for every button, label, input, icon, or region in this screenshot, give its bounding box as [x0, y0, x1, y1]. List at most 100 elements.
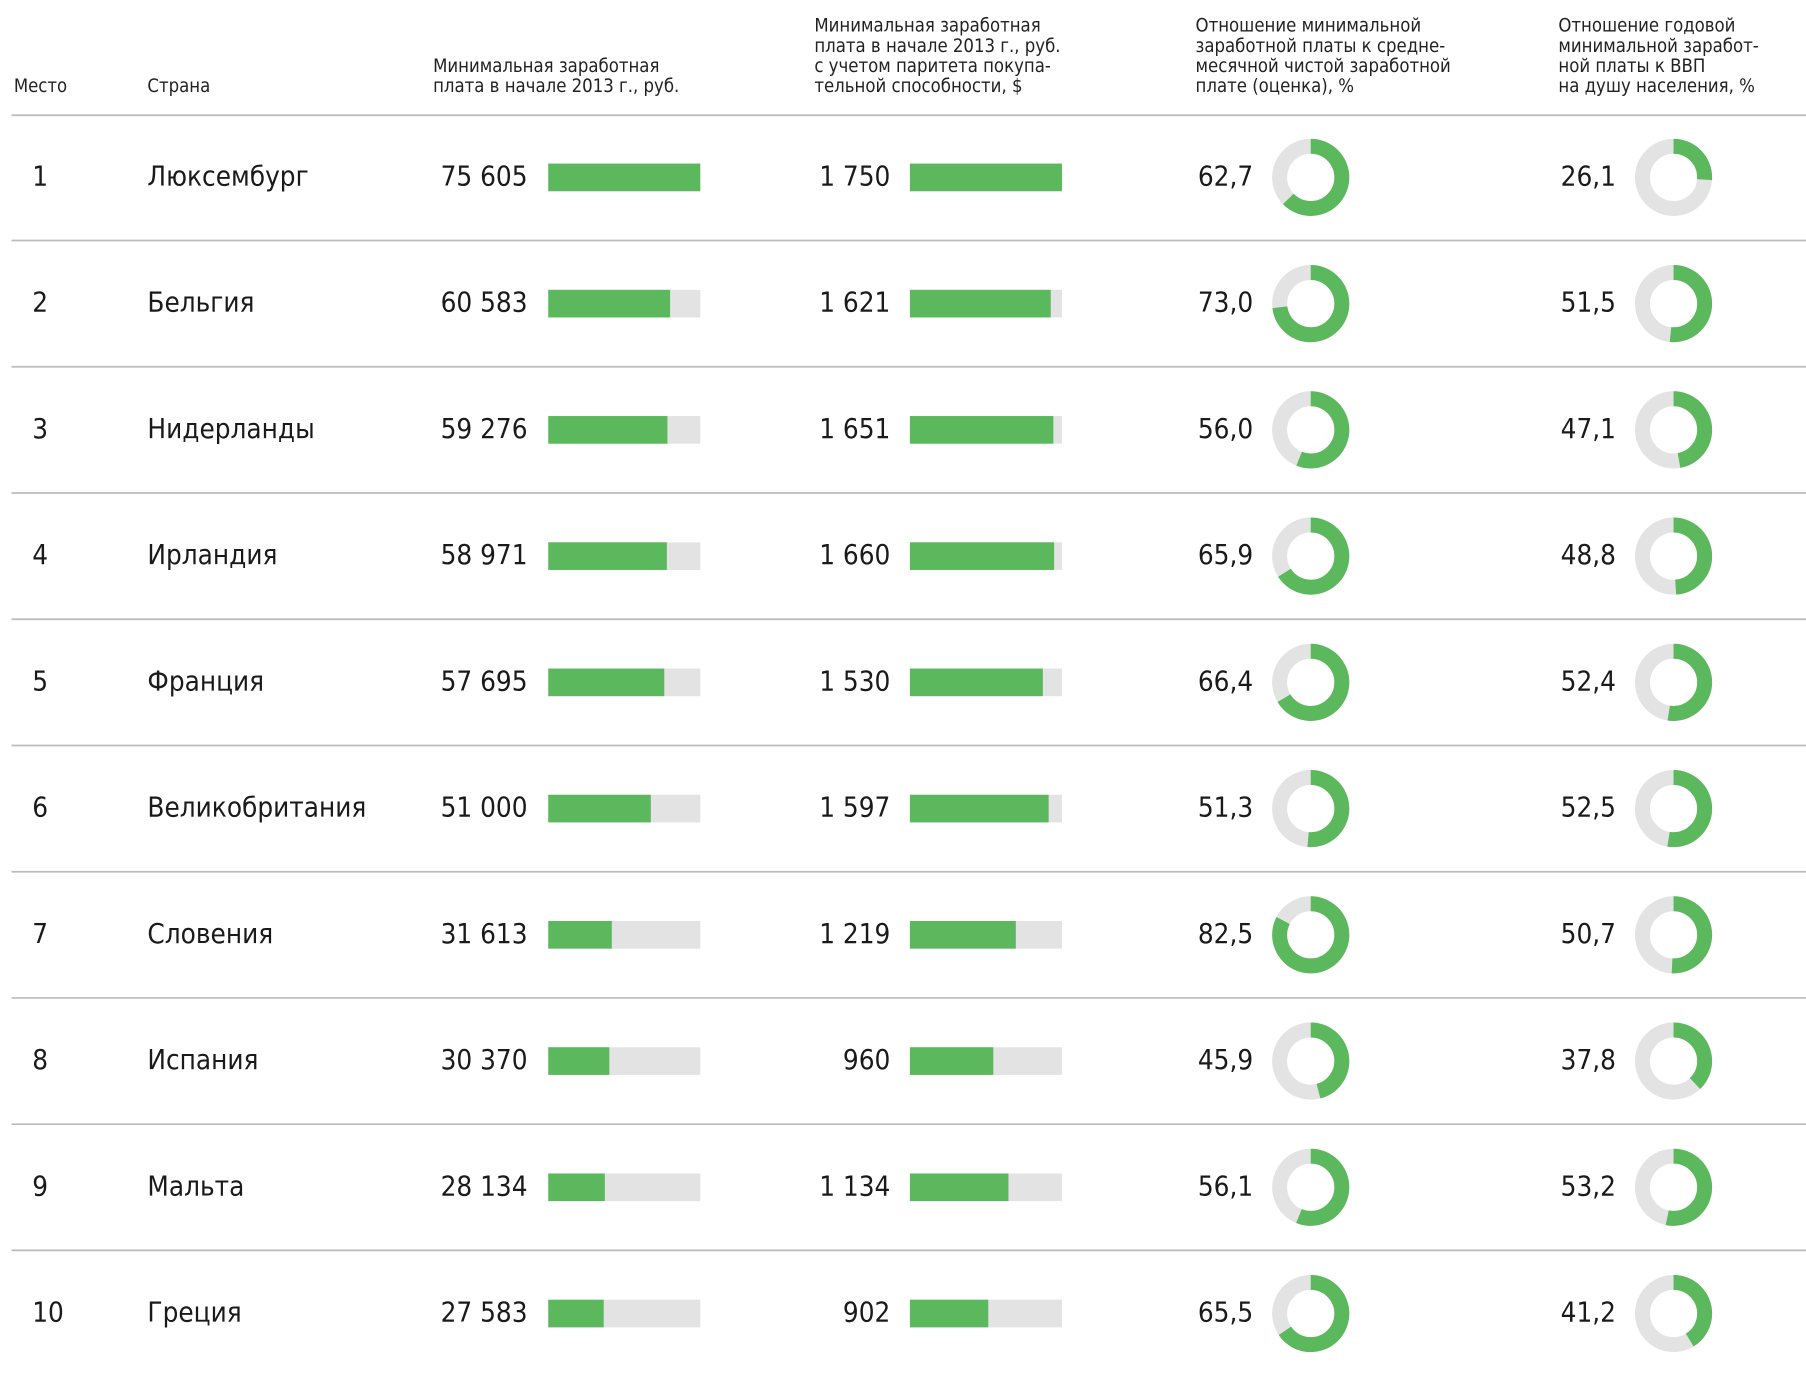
header-text: минимальной заработ- [1558, 36, 1758, 57]
value: 75 605 [441, 159, 528, 192]
header-text: Минимальная заработная [433, 56, 659, 77]
header-text: тельной способности, $ [814, 76, 1022, 97]
value: 66,4 [1198, 664, 1253, 697]
donut [1272, 1148, 1350, 1226]
donut [1634, 1274, 1713, 1353]
country: Франция [147, 664, 264, 697]
value: 30 370 [441, 1043, 528, 1076]
value: 56,0 [1198, 412, 1253, 445]
value: 1 219 [819, 917, 890, 950]
bar [548, 794, 651, 823]
bar [909, 289, 1051, 318]
value: 53,2 [1561, 1169, 1616, 1202]
donut [1272, 517, 1350, 595]
bar [548, 1299, 604, 1328]
value: 902 [843, 1296, 890, 1329]
donut [1272, 1274, 1350, 1353]
country: Нидерланды [147, 412, 314, 445]
value: 27 583 [441, 1296, 528, 1329]
bar [909, 542, 1055, 570]
value: 65,5 [1198, 1296, 1253, 1329]
value: 960 [843, 1043, 890, 1076]
donut [1634, 770, 1713, 848]
country: Великобритания [147, 791, 366, 824]
value: 50,7 [1561, 917, 1616, 950]
value: 73,0 [1198, 286, 1253, 319]
donut [1634, 517, 1713, 595]
bar [909, 416, 1054, 444]
header-text: с учетом паритета покупа- [814, 56, 1051, 77]
rank: 10 [32, 1296, 64, 1329]
value: 41,2 [1561, 1296, 1616, 1329]
value: 1 134 [819, 1169, 890, 1202]
value: 58 971 [441, 538, 528, 571]
rank: 5 [32, 664, 48, 697]
donut [1634, 1148, 1713, 1226]
donut [1272, 391, 1350, 469]
value: 51 000 [441, 791, 528, 824]
donut [1634, 643, 1713, 721]
bar [548, 1173, 605, 1202]
country: Люксембург [147, 159, 308, 192]
rank: 9 [32, 1169, 48, 1202]
country: Испания [147, 1043, 258, 1076]
bar [909, 921, 1016, 949]
bar [548, 668, 665, 697]
country: Словения [147, 917, 273, 950]
value: 37,8 [1561, 1043, 1616, 1076]
rank: 8 [32, 1043, 48, 1076]
country: Ирландия [147, 538, 277, 571]
value: 1 660 [819, 538, 890, 571]
value: 1 597 [819, 791, 890, 824]
header-text: Минимальная заработная [814, 16, 1040, 37]
value: 65,9 [1198, 538, 1253, 571]
header-text: Место [14, 76, 67, 97]
donut [1634, 896, 1713, 974]
donut [1272, 770, 1350, 848]
donut [1272, 643, 1350, 721]
header-text: плата в начале 2013 г., руб. [814, 36, 1060, 57]
bar [548, 163, 701, 192]
header-text: Отношение минимальной [1196, 16, 1422, 37]
bar [909, 794, 1049, 823]
bar [909, 668, 1043, 697]
bar [909, 1047, 994, 1075]
value: 1 530 [819, 664, 890, 697]
rank: 1 [32, 159, 48, 192]
donut [1272, 896, 1350, 974]
header-text: на душу населения, % [1558, 76, 1755, 97]
bar [548, 921, 612, 949]
value: 45,9 [1198, 1043, 1253, 1076]
bar [909, 1173, 1009, 1202]
header-text: плата в начале 2013 г., руб. [433, 76, 679, 97]
rank: 3 [32, 412, 48, 445]
value: 60 583 [441, 286, 528, 319]
donut [1634, 138, 1713, 216]
value: 1 750 [819, 159, 890, 192]
country: Греция [147, 1296, 241, 1329]
value: 51,5 [1561, 286, 1616, 319]
country: Бельгия [147, 286, 254, 319]
value: 48,8 [1561, 538, 1616, 571]
value: 82,5 [1198, 917, 1253, 950]
donut [1634, 391, 1713, 469]
donut [1634, 265, 1713, 343]
value: 57 695 [441, 664, 528, 697]
value: 1 651 [819, 412, 890, 445]
header-text: Страна [147, 76, 210, 97]
rank: 6 [32, 791, 48, 824]
header-text: Отношение годовой [1558, 16, 1735, 37]
value: 28 134 [441, 1169, 528, 1202]
value: 47,1 [1561, 412, 1616, 445]
value: 31 613 [441, 917, 528, 950]
value: 26,1 [1561, 159, 1616, 192]
bar [548, 542, 667, 570]
bar [548, 416, 668, 444]
donut [1272, 138, 1350, 216]
value: 56,1 [1198, 1169, 1253, 1202]
bar [909, 163, 1062, 192]
value: 52,4 [1561, 664, 1616, 697]
country: Мальта [147, 1169, 244, 1202]
bar [548, 289, 671, 318]
